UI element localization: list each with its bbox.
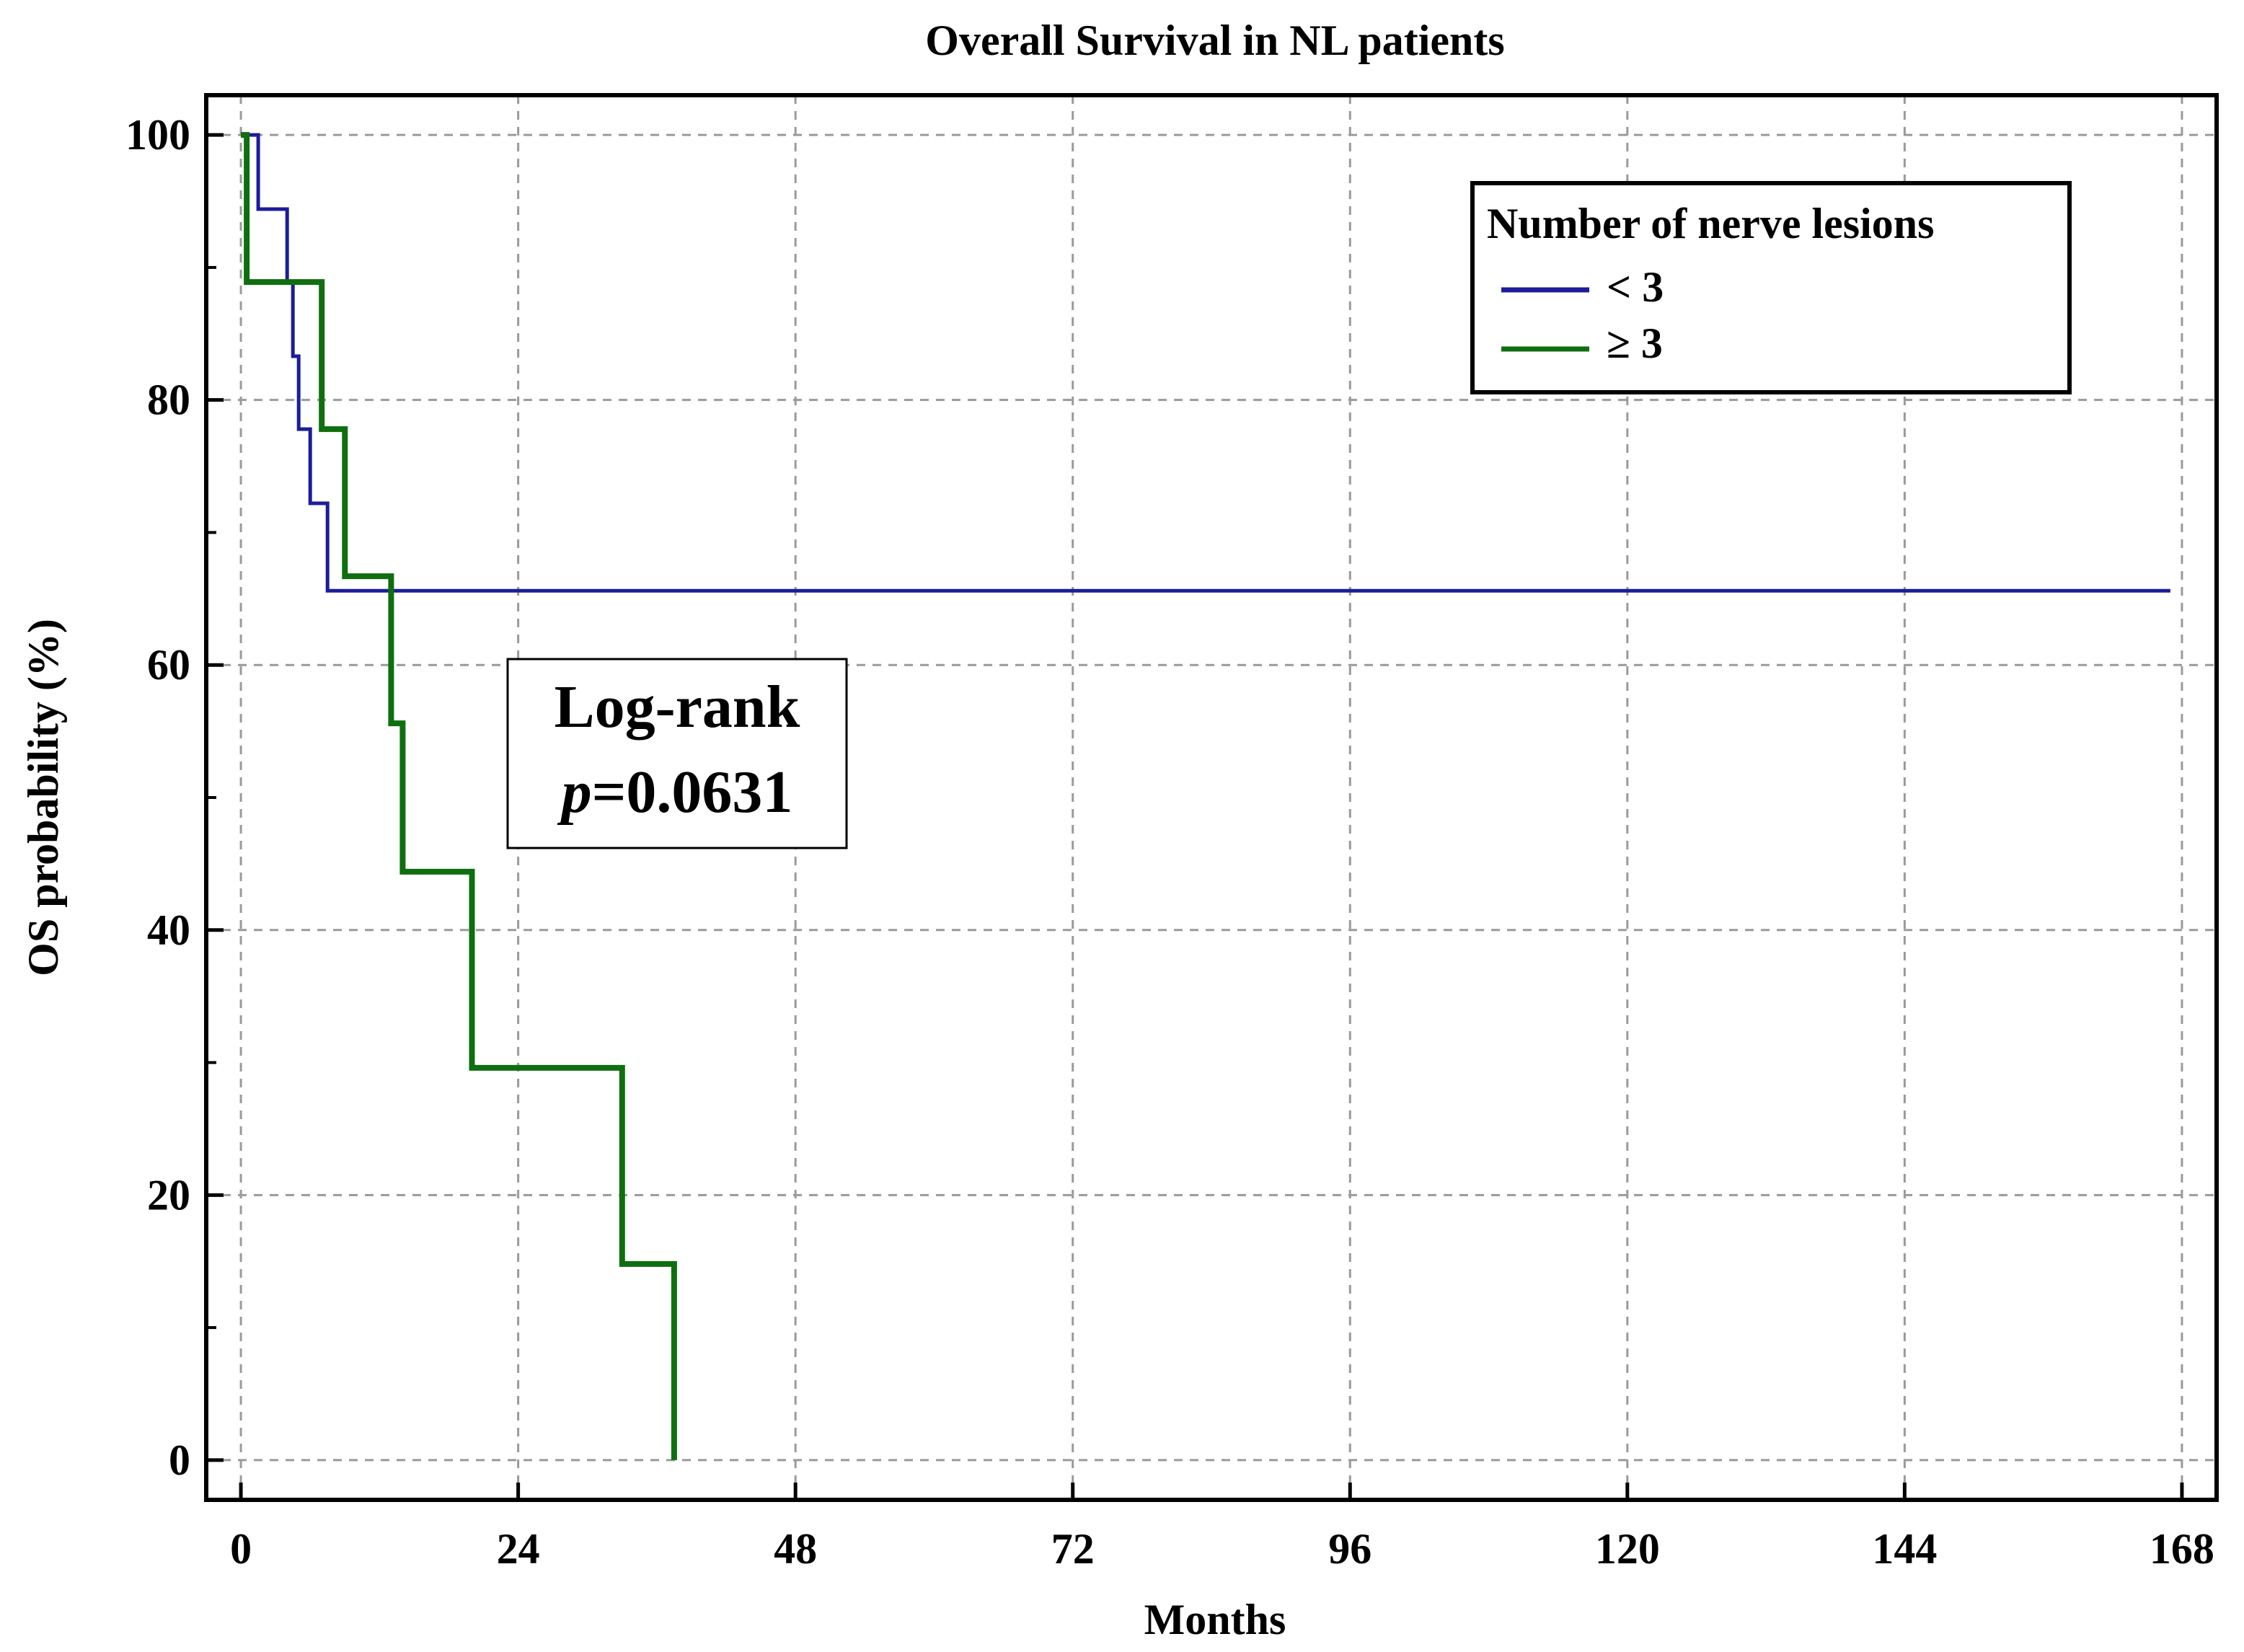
legend-label-ge3: ≥ 3 [1607, 319, 1663, 367]
x-tick-label-168: 168 [2150, 1525, 2214, 1573]
legend: Number of nerve lesions < 3 ≥ 3 [1470, 181, 2072, 394]
logrank-title: Log-rank [555, 673, 800, 741]
logrank-annotation: Log-rank p=0.0631 [506, 658, 848, 849]
survival-curve-ge3 [241, 132, 677, 1460]
logrank-p-value: p=0.0631 [557, 759, 793, 826]
x-tick-label-24: 24 [497, 1525, 540, 1573]
y-tick-label-80: 80 [147, 376, 190, 424]
survival-curve-lt3 [241, 133, 2170, 593]
survival-curves [241, 132, 2170, 1460]
x-tick-label-96: 96 [1328, 1525, 1371, 1573]
y-tick-label-100: 100 [125, 111, 190, 159]
x-tick-label-120: 120 [1595, 1525, 1660, 1573]
y-tick-label-60: 60 [147, 641, 190, 689]
p-value: =0.0631 [592, 759, 793, 826]
x-axis-label: Months [1144, 1596, 1286, 1643]
x-tick-label-0: 0 [230, 1525, 252, 1573]
legend-label-lt3: < 3 [1607, 263, 1664, 311]
y-tick-label-40: 40 [147, 906, 190, 954]
x-tick-label-48: 48 [774, 1525, 817, 1573]
p-symbol: p [557, 759, 592, 826]
logrank-box [506, 658, 848, 849]
x-tick-label-72: 72 [1051, 1525, 1095, 1573]
chart-title: Overall Survival in NL patients [925, 17, 1504, 64]
axis-ticks: 0 24 48 72 96 120 144 168 0 20 40 60 80 100 [125, 111, 2214, 1573]
legend-title: Number of nerve lesions [1487, 200, 1935, 247]
y-axis-label: OS probability (%) [19, 619, 67, 976]
y-tick-label-20: 20 [147, 1171, 190, 1219]
x-tick-label-144: 144 [1872, 1525, 1937, 1573]
y-tick-label-0: 0 [169, 1436, 190, 1484]
plot-frame [204, 93, 2219, 1502]
